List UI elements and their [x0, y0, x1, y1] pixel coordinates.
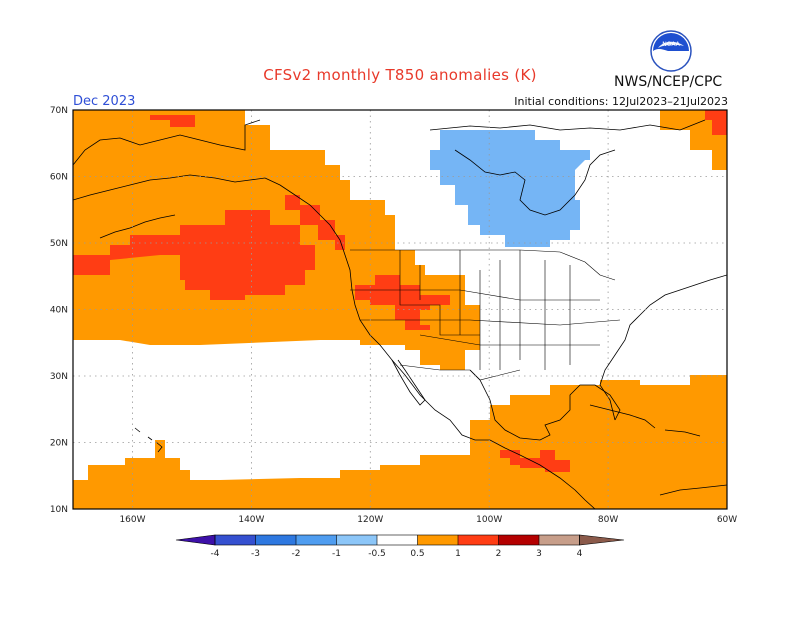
colorbar-swatch — [579, 535, 624, 545]
lat-label: 10N — [50, 505, 68, 515]
agency-label: NWS/NCEP/CPC — [614, 74, 723, 90]
colorbar-swatch — [336, 535, 377, 545]
colorbar-swatch — [539, 535, 580, 545]
colorbar-label: 3 — [536, 549, 542, 559]
colorbar-swatch — [176, 535, 215, 545]
colorbar-swatch — [458, 535, 499, 545]
longitude-labels: 160W 140W 120W 100W 80W 60W — [119, 515, 737, 525]
colorbar — [175, 534, 625, 546]
colorbar-swatch — [296, 535, 337, 545]
colorbar-swatch — [417, 535, 458, 545]
lat-label: 20N — [50, 439, 68, 449]
lat-label: 50N — [50, 239, 68, 249]
anomaly-region-central-america — [500, 450, 570, 472]
colorbar-swatch — [498, 535, 539, 545]
anomaly-region-intermountain-west — [355, 275, 430, 330]
anomaly-region-subtropical-pacific — [73, 440, 470, 509]
colorbar-label: -4 — [211, 549, 220, 559]
lon-label: 120W — [357, 515, 383, 525]
noaa-logo-icon: NOAA — [650, 30, 692, 72]
lat-label: 40N — [50, 306, 68, 316]
anomaly-region-central-pacific — [180, 210, 315, 300]
colorbar-label: 0.5 — [410, 549, 424, 559]
colorbar-label: 2 — [496, 549, 502, 559]
latitude-labels: 70N 60N 50N 40N 30N 20N 10N — [50, 106, 68, 515]
colorbar-label: -3 — [251, 549, 260, 559]
colorbar-label: -0.5 — [368, 549, 386, 559]
colorbar-swatch — [215, 535, 256, 545]
logo-text: NOAA — [662, 41, 680, 48]
colorbar-label: -2 — [292, 549, 301, 559]
lat-label: 60N — [50, 173, 68, 183]
initial-conditions-label: Initial conditions: 12Jul2023–21Jul2023 — [514, 95, 728, 108]
forecast-month: Dec 2023 — [73, 94, 136, 109]
lon-label: 160W — [119, 515, 145, 525]
lon-label: 80W — [598, 515, 618, 525]
lat-label: 70N — [50, 106, 68, 116]
lat-label: 30N — [50, 372, 68, 382]
colorbar-labels: -4 -3 -2 -1 -0.5 0.5 1 2 3 4 — [211, 549, 583, 559]
colorbar-label: 1 — [455, 549, 461, 559]
colorbar-swatch — [255, 535, 296, 545]
colorbar-swatch — [377, 535, 418, 545]
colorbar-label: 4 — [577, 549, 583, 559]
chart-title: CFSv2 monthly T850 anomalies (K) — [263, 66, 537, 84]
lon-label: 100W — [476, 515, 502, 525]
anomaly-region-gulf-caribbean — [470, 375, 727, 509]
anomaly-region-hudson-bay — [430, 130, 590, 247]
lon-label: 140W — [238, 515, 264, 525]
colorbar-label: -1 — [332, 549, 341, 559]
lon-label: 60W — [717, 515, 737, 525]
